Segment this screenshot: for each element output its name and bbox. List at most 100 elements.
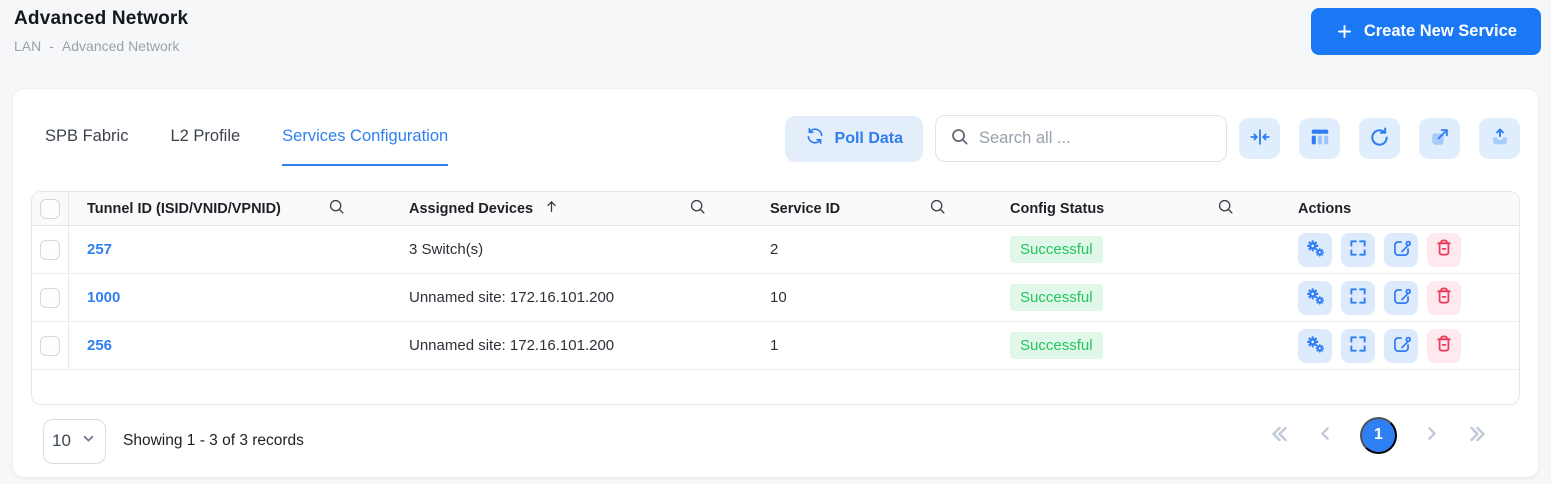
gears-icon — [1305, 286, 1326, 310]
search-box — [935, 115, 1227, 162]
tab-services-configuration[interactable]: Services Configuration — [282, 127, 449, 166]
page-size-select[interactable]: 10 — [43, 418, 106, 464]
open-external-button[interactable] — [1419, 118, 1460, 159]
delete-button[interactable] — [1427, 280, 1461, 315]
current-page-button[interactable]: 1 — [1360, 416, 1397, 454]
edit-icon — [1391, 334, 1412, 358]
edit-icon — [1391, 286, 1412, 310]
poll-data-button[interactable]: Poll Data — [784, 115, 923, 162]
last-page-button[interactable] — [1466, 422, 1490, 449]
assigned-devices-cell: Unnamed site: 172.16.101.200 — [409, 289, 615, 306]
row-actions — [1280, 226, 1519, 273]
tunnel-id-link[interactable]: 256 — [87, 337, 113, 354]
table-header-row: Tunnel ID (ISID/VNID/VPNID) Assigned Dev… — [32, 192, 1519, 226]
row-checkbox[interactable] — [40, 287, 60, 308]
chevron-right-icon — [1421, 423, 1442, 447]
topbar: Advanced Network LAN - Advanced Network … — [0, 0, 1551, 55]
expand-button[interactable] — [1341, 328, 1375, 363]
assigned-devices-cell: Unnamed site: 172.16.101.200 — [409, 337, 615, 354]
configure-button[interactable] — [1298, 280, 1332, 315]
delete-button[interactable] — [1427, 232, 1461, 267]
row-checkbox[interactable] — [40, 335, 60, 356]
service-id-cell: 2 — [770, 241, 779, 258]
breadcrumb: LAN - Advanced Network — [14, 38, 188, 54]
create-new-service-label: Create New Service — [1363, 22, 1517, 40]
poll-refresh-icon — [805, 126, 825, 151]
column-tunnel-id[interactable]: Tunnel ID (ISID/VNID/VPNID) — [69, 192, 391, 225]
column-config-status-label: Config Status — [1010, 200, 1105, 217]
trash-icon — [1434, 238, 1454, 261]
breadcrumb-parent[interactable]: LAN — [14, 38, 42, 54]
column-actions-label: Actions — [1298, 200, 1352, 217]
card-top: SPB Fabric L2 Profile Services Configura… — [31, 115, 1520, 166]
search-input[interactable] — [979, 129, 1212, 148]
poll-data-label: Poll Data — [834, 129, 903, 147]
row-checkbox[interactable] — [40, 239, 60, 260]
gears-icon — [1305, 334, 1326, 358]
fullscreen-icon — [1348, 286, 1368, 309]
breadcrumb-current: Advanced Network — [61, 38, 180, 54]
tab-bar: SPB Fabric L2 Profile Services Configura… — [45, 127, 449, 166]
tunnel-id-link[interactable]: 1000 — [87, 289, 121, 306]
gears-icon — [1305, 238, 1326, 262]
status-badge: Successful — [1010, 236, 1103, 263]
column-config-status[interactable]: Config Status — [992, 192, 1280, 225]
double-chevron-left-icon — [1267, 422, 1291, 449]
sort-ascending-icon[interactable] — [543, 198, 560, 219]
open-external-icon — [1429, 126, 1451, 151]
edit-button[interactable] — [1384, 232, 1418, 267]
services-table: Tunnel ID (ISID/VNID/VPNID) Assigned Dev… — [31, 191, 1520, 405]
status-badge: Successful — [1010, 284, 1103, 311]
icon-toolbar — [1239, 118, 1520, 159]
edit-button[interactable] — [1384, 328, 1418, 363]
row-actions — [1280, 322, 1519, 369]
column-search-icon[interactable] — [689, 198, 706, 219]
first-page-button[interactable] — [1267, 422, 1291, 449]
table-row: 1000 Unnamed site: 172.16.101.200 10 Suc… — [32, 274, 1519, 322]
column-service-id[interactable]: Service ID — [752, 192, 992, 225]
column-actions: Actions — [1280, 192, 1519, 225]
column-assigned-devices-label: Assigned Devices — [409, 200, 534, 217]
trash-icon — [1434, 334, 1454, 357]
page-title: Advanced Network — [14, 8, 189, 29]
table-row: 256 Unnamed site: 172.16.101.200 1 Succe… — [32, 322, 1519, 370]
tab-l2-profile[interactable]: L2 Profile — [170, 127, 241, 145]
trash-icon — [1434, 286, 1454, 309]
expand-button[interactable] — [1341, 232, 1375, 267]
table-columns-button[interactable] — [1299, 118, 1340, 159]
column-search-icon[interactable] — [328, 198, 345, 219]
table-controls: Poll Data — [784, 115, 1520, 162]
column-tunnel-id-label: Tunnel ID (ISID/VNID/VPNID) — [87, 200, 281, 217]
column-search-icon[interactable] — [929, 198, 946, 219]
expand-button[interactable] — [1341, 280, 1375, 315]
title-block: Advanced Network LAN - Advanced Network — [14, 8, 188, 54]
refresh-icon — [1368, 126, 1391, 152]
upload-button[interactable] — [1479, 118, 1520, 159]
create-new-service-button[interactable]: Create New Service — [1310, 8, 1541, 55]
collapse-columns-button[interactable] — [1239, 118, 1280, 159]
edit-button[interactable] — [1384, 280, 1418, 315]
status-badge: Successful — [1010, 332, 1103, 359]
records-summary: Showing 1 - 3 of 3 records — [123, 432, 304, 449]
column-search-icon[interactable] — [1217, 198, 1234, 219]
previous-page-button[interactable] — [1315, 423, 1336, 447]
fullscreen-icon — [1348, 334, 1368, 357]
service-id-cell: 1 — [770, 337, 779, 354]
refresh-button[interactable] — [1359, 118, 1400, 159]
breadcrumb-separator: - — [49, 38, 54, 54]
search-icon — [950, 127, 969, 151]
tunnel-id-link[interactable]: 257 — [87, 241, 113, 258]
select-all-checkbox[interactable] — [40, 198, 60, 219]
table-footer: 10 Showing 1 - 3 of 3 records 1 — [31, 405, 1520, 477]
header-checkbox-cell — [32, 192, 69, 225]
chevron-down-icon — [80, 430, 97, 452]
fullscreen-icon — [1348, 238, 1368, 261]
next-page-button[interactable] — [1421, 423, 1442, 447]
column-assigned-devices[interactable]: Assigned Devices — [391, 192, 752, 225]
row-actions — [1280, 274, 1519, 321]
delete-button[interactable] — [1427, 328, 1461, 363]
configure-button[interactable] — [1298, 328, 1332, 363]
tab-spb-fabric[interactable]: SPB Fabric — [45, 127, 129, 145]
configure-button[interactable] — [1298, 232, 1332, 267]
